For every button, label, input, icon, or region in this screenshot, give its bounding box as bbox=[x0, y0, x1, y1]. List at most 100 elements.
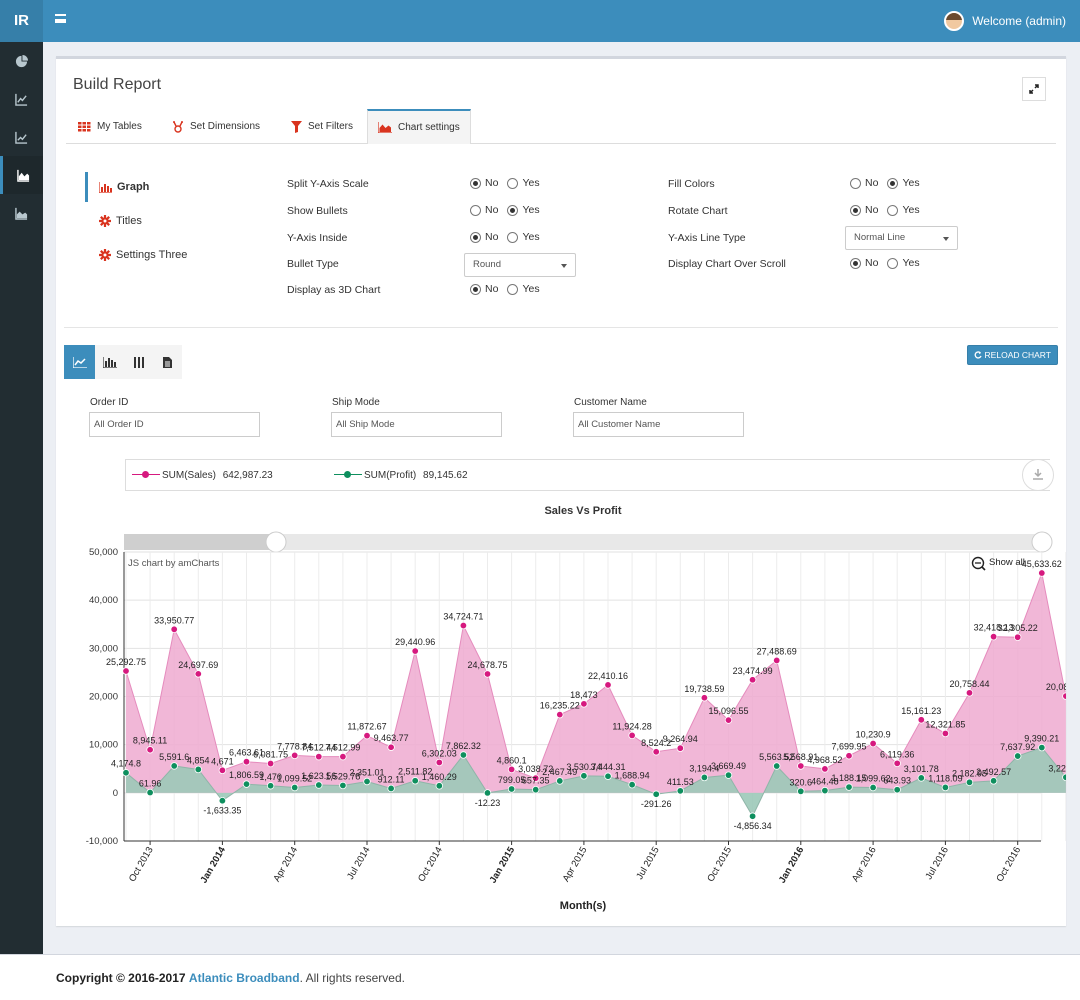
column-chart-button[interactable] bbox=[124, 345, 153, 379]
data-label-sales: 7,699.95 bbox=[831, 742, 866, 752]
split-y-no-radio[interactable] bbox=[470, 177, 481, 189]
table-view-button[interactable] bbox=[153, 345, 182, 379]
legend-marker bbox=[334, 471, 362, 479]
y-line-type-select[interactable]: Normal Line bbox=[845, 226, 958, 250]
x-axis-title: Month(s) bbox=[560, 900, 607, 912]
show-all-button[interactable]: Show all bbox=[989, 557, 1025, 568]
scrollbar-right-handle bbox=[1031, 531, 1053, 553]
ship-mode-input[interactable] bbox=[331, 412, 502, 437]
settings-nav-graph[interactable]: Graph bbox=[85, 172, 149, 202]
sidebar-item-saved-reports[interactable] bbox=[0, 194, 43, 232]
split-y-yes-radio[interactable] bbox=[507, 177, 519, 189]
customer-name-input[interactable] bbox=[573, 412, 744, 437]
brand-logo[interactable]: IR bbox=[0, 0, 43, 42]
fill-colors-yes-radio[interactable] bbox=[887, 177, 899, 189]
chart-scrollbar bbox=[124, 534, 1042, 550]
area-chart-icon bbox=[378, 122, 392, 133]
reload-chart-button[interactable]: RELOAD CHART bbox=[966, 345, 1058, 365]
data-point-profit bbox=[965, 778, 974, 787]
data-label-profit: 7,637.92 bbox=[1000, 742, 1035, 752]
settings-nav-label: Titles bbox=[116, 215, 142, 227]
company-link[interactable]: Atlantic Broadband bbox=[188, 971, 300, 985]
data-point-sales bbox=[411, 647, 419, 655]
show-bullets-yes-radio[interactable] bbox=[507, 204, 519, 216]
tab-label: My Tables bbox=[97, 121, 142, 132]
data-label-profit: 320.6 bbox=[790, 777, 813, 787]
data-point-sales bbox=[989, 632, 998, 641]
rotate-chart-no-radio[interactable] bbox=[850, 204, 861, 216]
rotate-chart-yes-radio[interactable] bbox=[887, 204, 899, 216]
data-point-profit bbox=[266, 782, 275, 790]
data-point-sales bbox=[773, 656, 781, 665]
bar-chart-button[interactable] bbox=[95, 345, 124, 379]
tab-set-filters[interactable]: Set Filters bbox=[281, 109, 363, 144]
hamburger-menu-icon[interactable] bbox=[55, 14, 66, 23]
legend-item-sales[interactable]: SUM(Sales) 642,987.23 bbox=[132, 460, 273, 490]
data-point-profit bbox=[532, 785, 540, 794]
line-chart-icon bbox=[72, 356, 87, 368]
data-label-sales: 25,292.75 bbox=[106, 657, 146, 667]
y-inside-yes-radio[interactable] bbox=[507, 231, 519, 243]
sidebar-item-build-report[interactable] bbox=[0, 156, 43, 194]
y-tick-label: 50,000 bbox=[89, 547, 118, 558]
table-icon bbox=[78, 121, 91, 131]
display-3d-no-radio[interactable] bbox=[470, 283, 481, 295]
show-bullets-no-radio[interactable] bbox=[470, 204, 481, 216]
pie-chart-icon bbox=[15, 54, 28, 67]
line-chart-button[interactable] bbox=[64, 345, 95, 379]
order-id-input[interactable] bbox=[89, 412, 260, 437]
over-scroll-yes-radio[interactable] bbox=[887, 257, 899, 269]
data-point-sales bbox=[676, 744, 684, 752]
bullet-type-select[interactable]: Round bbox=[464, 253, 576, 277]
data-point-sales bbox=[339, 752, 347, 761]
expand-button[interactable] bbox=[1022, 77, 1046, 101]
area-chart-icon bbox=[15, 207, 28, 220]
data-label-sales: 10,230.9 bbox=[856, 730, 891, 740]
data-point-sales bbox=[1062, 692, 1066, 700]
copyright-text: Copyright © 2016-2017 Atlantic Broadband… bbox=[56, 971, 405, 985]
data-label-sales: 24,697.69 bbox=[178, 660, 218, 670]
avatar bbox=[944, 11, 965, 31]
y-inside-no-radio[interactable] bbox=[470, 231, 481, 243]
data-label-profit: 7,862.32 bbox=[446, 741, 481, 751]
over-scroll-no-radio[interactable] bbox=[850, 257, 861, 269]
user-menu[interactable]: Welcome (admin) bbox=[944, 0, 1066, 42]
data-point-profit bbox=[146, 788, 154, 797]
sidebar-item-analytics[interactable] bbox=[0, 118, 43, 156]
chevron-down-icon bbox=[561, 264, 567, 268]
download-button[interactable] bbox=[1022, 459, 1054, 491]
divider bbox=[64, 327, 1058, 328]
data-label-profit: 1,529.78 bbox=[325, 771, 360, 781]
settings-nav-titles[interactable]: Titles bbox=[85, 206, 142, 236]
data-point-profit bbox=[1038, 743, 1046, 752]
data-point-profit bbox=[893, 786, 901, 794]
data-label-profit: 1,688.94 bbox=[615, 771, 650, 781]
series-line-sales bbox=[125, 571, 1066, 779]
data-label-profit: 2,511.82 bbox=[398, 767, 432, 777]
display-3d-yes-radio[interactable] bbox=[507, 283, 519, 295]
chart-credit: JS chart by amCharts bbox=[128, 558, 220, 569]
data-label-profit: -12.23 bbox=[475, 798, 501, 808]
tab-chart-settings[interactable]: Chart settings bbox=[367, 109, 471, 144]
data-label-sales: 45,633.62 bbox=[1022, 559, 1062, 569]
area-chart-icon bbox=[16, 169, 29, 182]
data-label-profit: 1,118.09 bbox=[928, 773, 962, 783]
tab-set-dimensions[interactable]: Set Dimensions bbox=[162, 109, 270, 144]
tab-my-tables[interactable]: My Tables bbox=[68, 109, 152, 144]
data-point-profit bbox=[218, 797, 227, 805]
settings-nav-settings-three[interactable]: Settings Three bbox=[85, 240, 187, 270]
data-label-sales: 6,302.03 bbox=[422, 748, 457, 758]
data-label-sales: 11,924.28 bbox=[612, 721, 651, 731]
data-label-profit: -1,633.35 bbox=[203, 806, 241, 816]
legend-item-profit[interactable]: SUM(Profit) 89,145.62 bbox=[334, 460, 468, 490]
sidebar-item-dashboard[interactable] bbox=[0, 42, 43, 80]
data-point-profit bbox=[869, 783, 877, 792]
data-point-sales bbox=[724, 716, 733, 724]
sidebar-item-reports[interactable] bbox=[0, 80, 43, 118]
data-point-profit bbox=[387, 784, 395, 793]
fill-colors-no-radio[interactable] bbox=[850, 177, 861, 189]
data-point-sales bbox=[122, 667, 130, 675]
data-point-sales bbox=[652, 748, 660, 756]
data-point-profit bbox=[724, 771, 733, 779]
data-label-sales: 12,321.85 bbox=[925, 719, 965, 729]
